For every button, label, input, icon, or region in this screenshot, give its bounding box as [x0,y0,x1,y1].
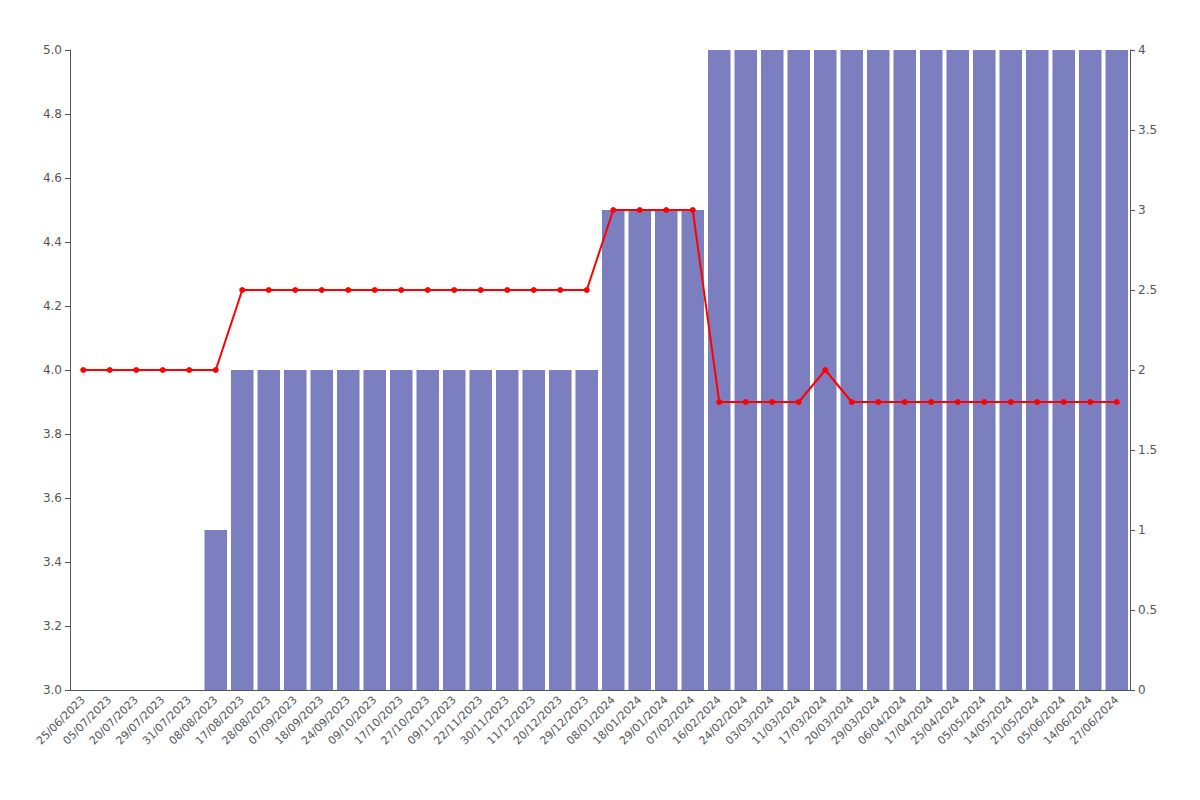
svg-text:0: 0 [1138,683,1146,697]
svg-text:29/01/2024: 29/01/2024 [616,693,671,748]
svg-text:14/06/2024: 14/06/2024 [1040,693,1095,748]
svg-text:1: 1 [1138,523,1146,537]
svg-text:11/12/2023: 11/12/2023 [484,693,539,748]
svg-text:28/08/2023: 28/08/2023 [219,693,274,748]
svg-text:27/10/2023: 27/10/2023 [378,693,433,748]
svg-text:3.5: 3.5 [1138,123,1157,137]
svg-text:31/07/2023: 31/07/2023 [139,693,194,748]
svg-text:08/08/2023: 08/08/2023 [166,693,221,748]
svg-text:06/04/2024: 06/04/2024 [855,693,910,748]
svg-text:29/12/2023: 29/12/2023 [537,693,592,748]
svg-text:27/06/2024: 27/06/2024 [1067,693,1121,747]
svg-text:3.0: 3.0 [43,683,62,697]
svg-text:29/03/2024: 29/03/2024 [828,693,883,748]
svg-text:20/07/2023: 20/07/2023 [86,693,141,748]
svg-text:30/11/2023: 30/11/2023 [457,693,512,748]
svg-text:3.6: 3.6 [43,491,62,505]
svg-text:17/10/2023: 17/10/2023 [351,693,406,748]
svg-text:4.2: 4.2 [43,299,62,313]
svg-text:07/02/2024: 07/02/2024 [643,693,698,748]
svg-text:07/09/2023: 07/09/2023 [245,693,300,748]
svg-text:4.4: 4.4 [43,235,62,249]
svg-text:09/11/2023: 09/11/2023 [404,693,459,748]
svg-text:4.6: 4.6 [43,171,62,185]
svg-text:5.0: 5.0 [43,43,62,57]
svg-text:4.8: 4.8 [43,107,62,121]
svg-text:20/03/2024: 20/03/2024 [802,693,857,748]
svg-text:25/04/2024: 25/04/2024 [908,693,963,748]
svg-text:4: 4 [1138,43,1146,57]
svg-text:3: 3 [1138,203,1146,217]
svg-text:20/12/2023: 20/12/2023 [510,693,565,748]
svg-text:05/07/2023: 05/07/2023 [60,693,115,748]
svg-text:3.2: 3.2 [43,619,62,633]
svg-text:21/05/2024: 21/05/2024 [987,693,1042,748]
svg-text:0.5: 0.5 [1138,603,1157,617]
svg-text:25/06/2023: 25/06/2023 [33,693,88,748]
svg-text:14/05/2024: 14/05/2024 [961,693,1016,748]
svg-text:17/03/2024: 17/03/2024 [775,693,830,748]
svg-text:18/01/2024: 18/01/2024 [590,693,645,748]
svg-text:24/02/2024: 24/02/2024 [696,693,751,748]
svg-text:16/02/2024: 16/02/2024 [669,693,724,748]
svg-text:08/01/2024: 08/01/2024 [563,693,618,748]
svg-text:3.4: 3.4 [43,555,62,569]
svg-text:17/04/2024: 17/04/2024 [881,693,936,748]
svg-text:05/05/2024: 05/05/2024 [934,693,989,748]
svg-text:1.5: 1.5 [1138,443,1157,457]
svg-text:4.0: 4.0 [43,363,62,377]
svg-text:24/09/2023: 24/09/2023 [298,693,353,748]
svg-text:3.8: 3.8 [43,427,62,441]
svg-text:18/09/2023: 18/09/2023 [272,693,327,748]
svg-text:11/03/2024: 11/03/2024 [749,693,804,748]
svg-text:03/03/2024: 03/03/2024 [722,693,777,748]
svg-text:22/11/2023: 22/11/2023 [431,693,486,748]
svg-text:05/06/2024: 05/06/2024 [1014,693,1069,748]
svg-text:09/10/2023: 09/10/2023 [325,693,380,748]
svg-text:29/07/2023: 29/07/2023 [113,693,168,748]
svg-text:17/08/2023: 17/08/2023 [192,693,247,748]
svg-text:2: 2 [1138,363,1146,377]
svg-text:2.5: 2.5 [1138,283,1157,297]
